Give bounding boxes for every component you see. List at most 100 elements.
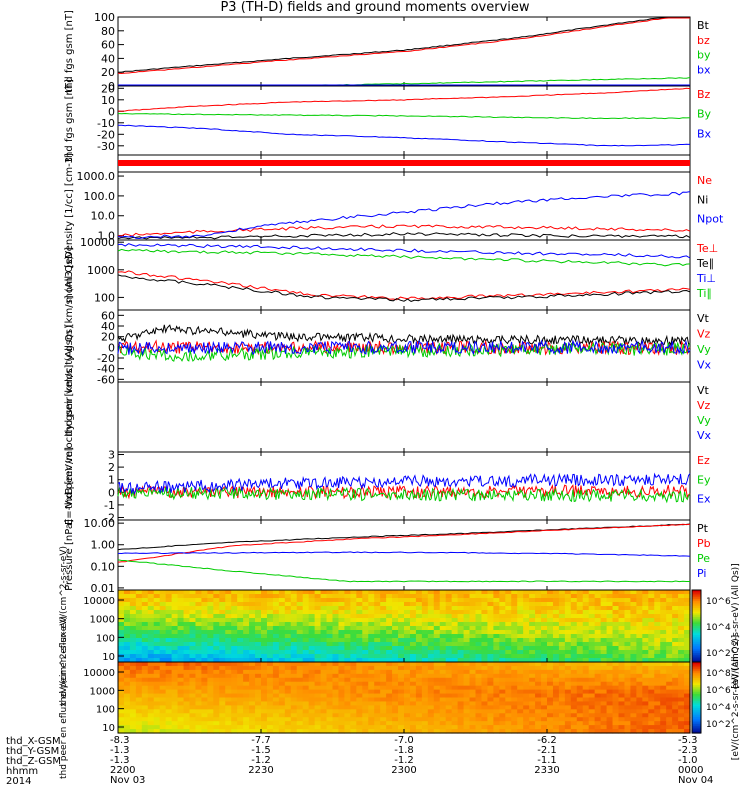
- spectrogram-cell: [386, 630, 393, 635]
- spectrogram-cell: [409, 630, 417, 635]
- spectrogram-cell: [302, 590, 310, 595]
- spectrogram-cell: [654, 697, 661, 703]
- spectrogram-cell: [255, 662, 262, 667]
- spectrogram-cell: [487, 717, 494, 722]
- spectrogram-cell: [678, 654, 685, 659]
- spectrogram-cell: [529, 689, 536, 695]
- spectrogram-cell: [511, 693, 518, 699]
- spectrogram-cell: [588, 662, 596, 667]
- spectrogram-cell: [338, 697, 346, 703]
- spectrogram-cell: [201, 658, 208, 663]
- series-line-By: [117, 112, 691, 120]
- spectrogram-cell: [666, 673, 673, 679]
- spectrogram-cell: [666, 685, 673, 691]
- spectrogram-cell: [588, 590, 596, 595]
- spectrogram-cell: [654, 606, 661, 611]
- spectrogram-cell: [344, 713, 351, 718]
- spectrogram-cell: [642, 654, 649, 659]
- spectrogram-cell: [344, 594, 351, 599]
- spectrogram-cell: [141, 650, 149, 655]
- spectrogram-cell: [600, 693, 608, 699]
- spectrogram-cell: [135, 630, 143, 635]
- spec-y-tick-label: 1000: [90, 686, 115, 697]
- spectrogram-cell: [362, 693, 369, 699]
- spectrogram-cell: [427, 662, 435, 667]
- spectrogram-cell: [588, 618, 596, 623]
- spectrogram-cell: [177, 662, 185, 667]
- spectrogram-cell: [523, 729, 530, 734]
- spectrogram-cell: [582, 701, 590, 706]
- spectrogram-cell: [457, 622, 465, 627]
- spectrogram-cell: [541, 713, 548, 718]
- spectrogram-cell: [308, 665, 316, 671]
- legend-Bx: Bx: [697, 127, 712, 140]
- spectrogram-cell: [344, 685, 351, 691]
- spectrogram-cell: [666, 618, 673, 623]
- spectrogram-cell: [505, 598, 512, 603]
- spectrogram-cell: [463, 665, 471, 671]
- colorbar-cell: [692, 701, 701, 704]
- spectrogram-cell: [648, 610, 655, 615]
- spectrogram-cell: [541, 594, 548, 599]
- spectrogram-cell: [535, 622, 542, 627]
- spectrogram-cell: [451, 610, 459, 615]
- spectrogram-cell: [624, 630, 632, 635]
- spectrogram-cell: [159, 642, 167, 647]
- spectrogram-cell: [445, 590, 453, 595]
- spectrogram-cell: [511, 669, 518, 675]
- spectrogram-cell: [141, 709, 149, 714]
- spectrogram-cell: [630, 634, 637, 639]
- colorbar-cell: [692, 622, 701, 625]
- spectrogram-cell: [511, 721, 518, 726]
- spectrogram-cell: [642, 713, 649, 718]
- spectrogram-cell: [600, 606, 608, 611]
- spectrogram-cell: [600, 598, 608, 603]
- spectrogram-cell: [505, 669, 512, 675]
- spectrogram-cell: [672, 725, 679, 730]
- spectrogram-cell: [648, 721, 655, 726]
- spectrogram-cell: [290, 654, 298, 659]
- spectrogram-cell: [231, 598, 238, 603]
- spectrogram-cell: [606, 654, 614, 659]
- spectrogram-cell: [219, 638, 226, 643]
- spectrogram-cell: [684, 713, 691, 718]
- spectrogram-cell: [255, 618, 262, 623]
- spectrogram-cell: [600, 618, 608, 623]
- spectrogram-cell: [469, 594, 477, 599]
- spectrogram-cell: [421, 658, 429, 663]
- spectrogram-cell: [547, 654, 554, 659]
- spectrogram-cell: [296, 654, 304, 659]
- spectrogram-cell: [523, 662, 530, 667]
- colorbar-tick-label: 10^4: [706, 703, 731, 713]
- spectrogram-cell: [243, 662, 250, 667]
- spectrogram-cell: [505, 590, 512, 595]
- spectrogram-cell: [636, 658, 643, 663]
- spectrogram-cell: [475, 717, 483, 722]
- spectrogram-cell: [421, 654, 429, 659]
- spectrogram-cell: [296, 590, 304, 595]
- spectrogram-cell: [362, 717, 369, 722]
- spectrogram-cell: [201, 610, 208, 615]
- spectrogram-cell: [678, 642, 685, 647]
- spectrogram-cell: [219, 681, 226, 687]
- spectrogram-cell: [594, 669, 602, 675]
- spectrogram-cell: [624, 626, 632, 631]
- spectrogram-cell: [296, 697, 304, 703]
- spectrogram-cell: [118, 634, 125, 639]
- spectrogram-cell: [392, 614, 399, 619]
- spectrogram-cell: [392, 705, 399, 710]
- spectrogram-cell: [624, 638, 632, 643]
- spectrogram-cell: [231, 654, 238, 659]
- spectrogram-cell: [630, 626, 637, 631]
- spectrogram-cell: [511, 622, 518, 627]
- spectrogram-cell: [320, 622, 328, 627]
- spectrogram-cell: [505, 658, 512, 663]
- spectrogram-cell: [147, 709, 155, 714]
- spectrogram-cell: [511, 713, 518, 718]
- spectrogram-cell: [564, 614, 572, 619]
- spectrogram-cell: [225, 650, 232, 655]
- spectrogram-cell: [332, 610, 340, 615]
- spectrogram-cell: [153, 654, 161, 659]
- spectrogram-cell: [576, 610, 584, 615]
- spectrogram-cell: [636, 622, 643, 627]
